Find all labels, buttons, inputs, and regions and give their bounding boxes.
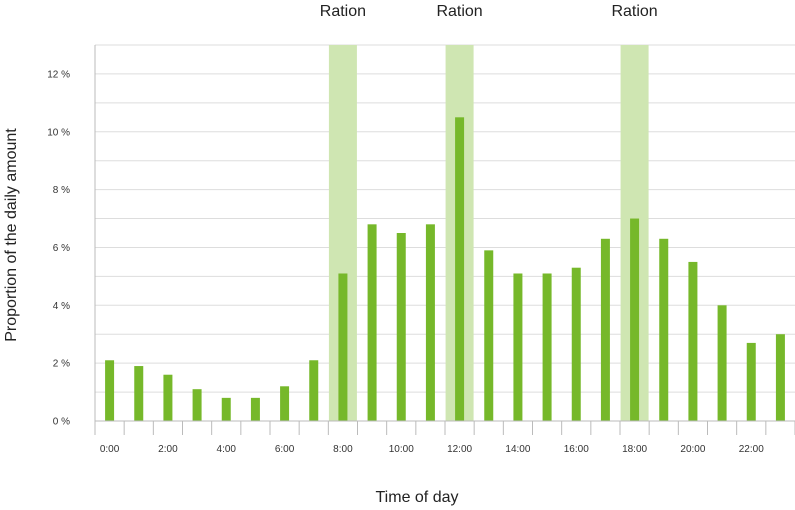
y-tick-label: 6 % bbox=[53, 243, 70, 254]
bar-7:00 bbox=[309, 360, 319, 421]
x-tick-label: 2:00 bbox=[158, 444, 178, 455]
x-tick-label: 12:00 bbox=[447, 444, 472, 455]
bar-16:00 bbox=[571, 267, 581, 421]
bar-22:00 bbox=[746, 342, 756, 421]
grid-lines bbox=[95, 44, 795, 393]
bar-1:00 bbox=[134, 366, 144, 421]
bar-8:00 bbox=[338, 273, 348, 421]
y-tick-label: 10 % bbox=[47, 127, 70, 138]
bar-3:00 bbox=[192, 389, 202, 421]
bar-21:00 bbox=[717, 305, 727, 421]
y-tick-label: 4 % bbox=[53, 301, 70, 312]
x-tick-label: 22:00 bbox=[739, 444, 764, 455]
bar-4:00 bbox=[221, 397, 231, 421]
bar-15:00 bbox=[542, 273, 552, 421]
bar-19:00 bbox=[659, 238, 669, 421]
bar-23:00 bbox=[775, 334, 785, 421]
bar-0:00 bbox=[105, 360, 115, 421]
bar-12:00 bbox=[455, 117, 465, 422]
bar-9:00 bbox=[367, 224, 377, 421]
x-tick-label: 0:00 bbox=[100, 444, 120, 455]
bar-13:00 bbox=[484, 250, 494, 421]
bar-17:00 bbox=[600, 238, 610, 421]
x-tick-label: 4:00 bbox=[217, 444, 237, 455]
ration-label: Ration bbox=[320, 3, 366, 20]
x-tick-label: 6:00 bbox=[275, 444, 295, 455]
y-tick-label: 12 % bbox=[47, 69, 70, 80]
y-tick-label: 8 % bbox=[53, 185, 70, 196]
ration-label: Ration bbox=[436, 3, 482, 20]
y-tick-label: 2 % bbox=[53, 359, 70, 370]
bar-6:00 bbox=[280, 386, 290, 421]
x-tick-label: 14:00 bbox=[505, 444, 530, 455]
bars bbox=[105, 117, 785, 422]
bar-14:00 bbox=[513, 273, 523, 421]
bar-20:00 bbox=[688, 261, 698, 421]
x-axis-title: Time of day bbox=[376, 489, 459, 506]
x-tick-label: 10:00 bbox=[389, 444, 414, 455]
x-tick-label: 16:00 bbox=[564, 444, 589, 455]
x-tick-label: 20:00 bbox=[680, 444, 705, 455]
y-tick-label: 0 % bbox=[53, 417, 70, 428]
bar-18:00 bbox=[630, 218, 640, 421]
bar-10:00 bbox=[396, 233, 406, 421]
tick-labels: Ration Ration Ration 0 % 2 % 4 % 6 % 8 % 10 % 12 … bbox=[47, 3, 764, 455]
x-tick-label: 8:00 bbox=[333, 444, 353, 455]
bar-2:00 bbox=[163, 374, 173, 421]
ration-label: Ration bbox=[611, 3, 657, 20]
bar-11:00 bbox=[425, 224, 435, 421]
bar-5:00 bbox=[250, 397, 260, 421]
axes bbox=[94, 45, 795, 435]
y-axis-title: Proportion of the daily amount bbox=[3, 128, 20, 342]
x-tick-label: 18:00 bbox=[622, 444, 647, 455]
